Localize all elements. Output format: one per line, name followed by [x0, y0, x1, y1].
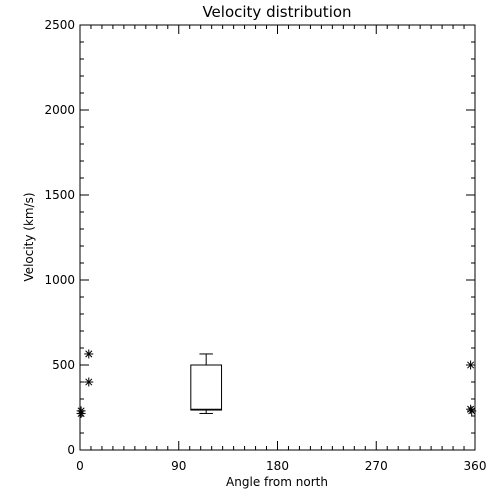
- x-axis-label: Angle from north: [226, 475, 328, 489]
- boxplot: [190, 353, 223, 414]
- data-point: [84, 349, 94, 359]
- box-iqr: [190, 364, 223, 411]
- asterisk-stroke: [467, 361, 475, 369]
- y-axis-label: Velocity (km/s): [22, 192, 36, 281]
- x-tick-label: 270: [365, 459, 388, 473]
- data-point: [467, 406, 477, 416]
- asterisk-stroke: [85, 378, 93, 386]
- y-tick-label: 500: [52, 358, 75, 372]
- data-point: [76, 408, 86, 418]
- y-tick-labels: 0 500 1000 1500 2000 2500: [44, 18, 75, 457]
- x-tick-labels: 0 90 180 270 360: [76, 459, 486, 473]
- data-point: [84, 377, 94, 387]
- x-tick-label: 0: [76, 459, 84, 473]
- asterisk-stroke: [85, 350, 93, 358]
- y-tick-label: 2500: [44, 18, 75, 32]
- y-tick-label: 0: [67, 443, 75, 457]
- data-point: [466, 360, 476, 370]
- x-tick-label: 90: [171, 459, 186, 473]
- scatter-points: [76, 349, 477, 418]
- x-tick-label: 360: [464, 459, 487, 473]
- chart-title: Velocity distribution: [202, 3, 351, 21]
- y-tick-label: 1500: [44, 188, 75, 202]
- x-tick-label: 180: [266, 459, 289, 473]
- axis-ticks: [79, 24, 476, 451]
- y-tick-label: 1000: [44, 273, 75, 287]
- asterisk-stroke: [468, 407, 476, 415]
- asterisk-stroke: [77, 409, 85, 417]
- y-tick-label: 2000: [44, 103, 75, 117]
- plot-frame: [79, 24, 476, 451]
